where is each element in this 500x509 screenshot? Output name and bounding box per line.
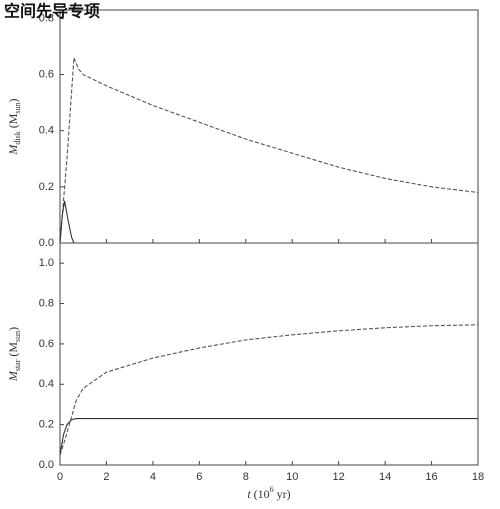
label-index: disk [13, 131, 22, 144]
watermark: 空间先导专项 [4, 2, 100, 21]
x-tick-label: 0 [57, 471, 63, 483]
plot-frame [59, 242, 479, 466]
y-tick-label: 0.0 [39, 237, 54, 249]
x-tick-label: 14 [379, 471, 391, 483]
y-tick-label: 0.8 [39, 12, 54, 24]
x-tick-label: 4 [150, 471, 156, 483]
label-text: (M [6, 113, 20, 131]
axis-label: t (106 yr) [247, 485, 290, 500]
y-tick-label: 0.2 [39, 181, 54, 193]
y-tick-label: 0.6 [39, 338, 54, 350]
label-index: 6 [270, 485, 274, 494]
label-text: t [247, 487, 251, 501]
label-text: (M [6, 342, 20, 360]
x-tick-label: 8 [243, 471, 249, 483]
x-tick-label: 10 [286, 471, 298, 483]
y-tick-label: 0.2 [39, 419, 54, 431]
y-tick-label: 0.8 [39, 297, 54, 309]
x-tick-label: 2 [103, 471, 109, 483]
x-tick-label: 16 [425, 471, 437, 483]
y-tick-label: 1.0 [39, 257, 54, 269]
label-text: M [6, 144, 20, 156]
label-text: (10 [251, 487, 270, 501]
x-tick-label: 12 [333, 471, 345, 483]
label-index: sun [13, 102, 22, 113]
data-line [59, 418, 478, 456]
label-index: star [13, 359, 22, 371]
y-tick-label: 0.4 [39, 125, 54, 137]
data-line [59, 324, 479, 456]
label-text: yr) [274, 487, 291, 501]
x-tick-label: 6 [196, 471, 202, 483]
y-tick-label: 0.0 [39, 459, 54, 471]
label-index: sun [13, 331, 22, 342]
label-text: ) [6, 98, 20, 102]
x-tick-label: 18 [472, 471, 484, 483]
data-line [59, 200, 75, 244]
axis-label: Mstar (Msun) [6, 327, 23, 382]
label-text: M [6, 370, 20, 382]
y-tick-label: 0.6 [39, 68, 54, 80]
label-text: ) [6, 327, 20, 331]
data-line [59, 57, 479, 244]
y-tick-label: 0.4 [39, 378, 54, 390]
axis-label: Mdisk (Msun) [6, 98, 23, 155]
